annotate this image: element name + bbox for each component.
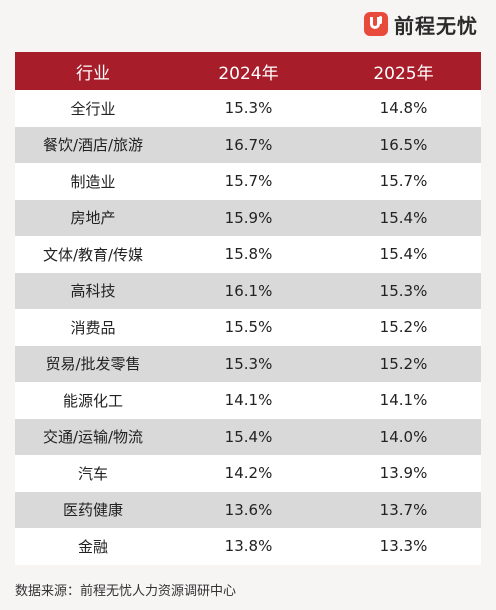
value-2025-cell: 13.3%: [379, 537, 428, 556]
value-2025-cell: 15.2%: [379, 354, 428, 373]
brand-logo: 前程无忧: [364, 8, 478, 40]
value-2025-cell: 15.2%: [379, 318, 428, 337]
value-2024-cell: 15.3%: [224, 99, 273, 118]
value-2025-cell: 15.4%: [379, 245, 428, 264]
industry-cell: 汽车: [77, 464, 108, 483]
industry-cell: 文体/教育/传媒: [42, 245, 144, 264]
table-row: 餐饮/酒店/旅游 16.7% 16.5%: [15, 126, 481, 163]
value-2025-cell: 14.0%: [379, 427, 428, 446]
column-header-2025: 2025年: [373, 63, 434, 84]
industry-cell: 房地产: [70, 209, 116, 228]
table-row: 制造业 15.7% 15.7%: [15, 163, 481, 200]
value-2024-cell: 15.5%: [224, 318, 273, 337]
column-header-2024: 2024年: [218, 63, 279, 84]
value-2025-cell: 16.5%: [379, 135, 428, 154]
data-table-container: 行业 2024年 2025年 全行业 15.3% 14.8% 餐饮/酒店/旅游 16.7…: [15, 52, 481, 565]
industry-rate-table: 行业 2024年 2025年 全行业 15.3% 14.8% 餐饮/酒店/旅游 16.7…: [15, 52, 481, 565]
value-2024-cell: 15.3%: [224, 354, 273, 373]
brand-logo-icon: [364, 12, 388, 36]
value-2025-cell: 15.4%: [379, 208, 428, 227]
value-2024-cell: 15.4%: [224, 427, 273, 446]
value-2025-cell: 13.7%: [379, 500, 428, 519]
column-header-industry: 行业: [76, 63, 110, 84]
table-row: 医药健康 13.6% 13.7%: [15, 491, 481, 528]
value-2024-cell: 15.7%: [224, 172, 273, 191]
table-row: 贸易/批发零售 15.3% 15.2%: [15, 345, 481, 382]
industry-cell: 交通/运输/物流: [42, 428, 144, 447]
table-row: 交通/运输/物流 15.4% 14.0%: [15, 418, 481, 455]
value-2024-cell: 13.8%: [224, 537, 273, 556]
value-2025-cell: 14.8%: [379, 99, 428, 118]
value-2025-cell: 15.3%: [379, 281, 428, 300]
industry-cell: 餐饮/酒店/旅游: [42, 136, 144, 155]
value-2024-cell: 15.8%: [224, 245, 273, 264]
table-row: 文体/教育/传媒 15.8% 15.4%: [15, 236, 481, 273]
value-2025-cell: 14.1%: [379, 391, 428, 410]
value-2025-cell: 15.7%: [379, 172, 428, 191]
table-row: 能源化工 14.1% 14.1%: [15, 382, 481, 419]
table-row: 全行业 15.3% 14.8%: [15, 90, 481, 127]
value-2025-cell: 13.9%: [379, 464, 428, 483]
table-row: 消费品 15.5% 15.2%: [15, 309, 481, 346]
value-2024-cell: 13.6%: [224, 500, 273, 519]
value-2024-cell: 14.2%: [224, 464, 273, 483]
industry-cell: 能源化工: [62, 391, 123, 410]
industry-cell: 医药健康: [62, 501, 123, 520]
table-row: 高科技 16.1% 15.3%: [15, 272, 481, 309]
brand-name: 前程无忧: [394, 13, 478, 38]
industry-cell: 消费品: [70, 318, 116, 337]
industry-cell: 制造业: [70, 172, 116, 191]
industry-cell: 高科技: [70, 282, 116, 301]
source-note: 数据来源：前程无忧人力资源调研中心: [15, 584, 237, 599]
value-2024-cell: 16.1%: [224, 281, 273, 300]
industry-cell: 全行业: [70, 99, 116, 118]
table-row: 汽车 14.2% 13.9%: [15, 455, 481, 492]
value-2024-cell: 15.9%: [224, 208, 273, 227]
value-2024-cell: 14.1%: [224, 391, 273, 410]
industry-cell: 金融: [77, 537, 108, 556]
table-row: 房地产 15.9% 15.4%: [15, 199, 481, 236]
table-row: 金融 13.8% 13.3%: [15, 528, 481, 565]
industry-cell: 贸易/批发零售: [45, 355, 141, 374]
value-2024-cell: 16.7%: [224, 135, 273, 154]
table-body: 全行业 15.3% 14.8% 餐饮/酒店/旅游 16.7% 16.5% 制造业 15.7% 1…: [15, 90, 481, 565]
table-header-row: 行业 2024年 2025年: [15, 52, 481, 90]
